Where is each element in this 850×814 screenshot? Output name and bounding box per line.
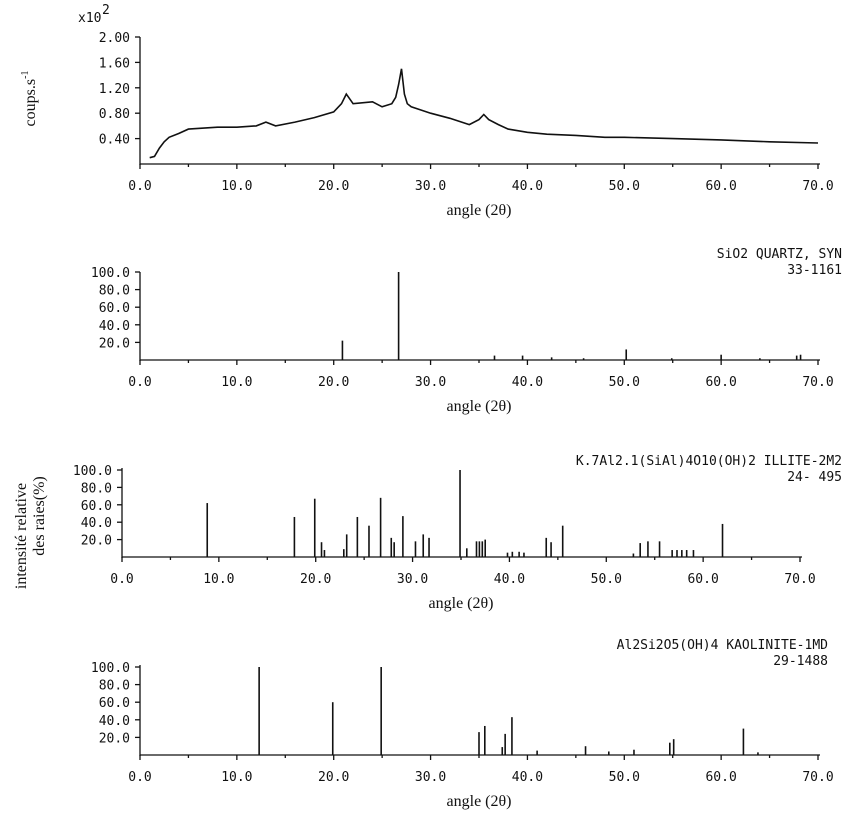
card-number: 33-1161	[787, 263, 842, 278]
y-tick-label: 1.60	[99, 56, 130, 71]
y-multiplier-label: x10	[78, 11, 101, 26]
x-tick-label: 20.0	[318, 179, 349, 194]
card-number: 29-1488	[773, 654, 828, 669]
panel-3: 0.0 10.0 20.0 30.0 40.0 50.0 60.0 70.0 20.0 40.0 6…	[73, 454, 842, 612]
y-tick-label: 2.00	[99, 31, 130, 46]
phase-name: SiO2 QUARTZ, SYN	[717, 247, 842, 262]
x-tick-label: 20.0	[318, 770, 349, 785]
y-tick-label: 40.0	[99, 319, 130, 334]
x-tick-label: 10.0	[221, 179, 252, 194]
x-tick-label: 10.0	[221, 375, 252, 390]
x-tick-label: 30.0	[415, 375, 446, 390]
x-tick-label: 40.0	[512, 770, 543, 785]
y-tick-label: 40.0	[99, 714, 130, 729]
x-axis-label: angle (2θ)	[447, 398, 512, 415]
panel-2: 0.0 10.0 20.0 30.0 40.0 50.0 60.0 70.0 20.0 40.0 6…	[91, 247, 842, 415]
y-tick-label: 20.0	[81, 534, 112, 549]
x-tick-label: 60.0	[705, 770, 736, 785]
x-tick-label: 50.0	[609, 179, 640, 194]
shared-ylabel-line1: intensité relative	[13, 483, 30, 589]
x-tick-label: 0.0	[128, 770, 151, 785]
y-axis-label: coups.s-1	[20, 71, 39, 127]
x-tick-label: 0.0	[128, 375, 151, 390]
x-tick-label: 60.0	[705, 179, 736, 194]
y-tick-label: 20.0	[99, 336, 130, 351]
y-tick-label: 100.0	[91, 661, 130, 676]
y-tick-label: 80.0	[99, 679, 130, 694]
y-tick-label: 0.40	[99, 133, 130, 148]
y-tick-label: 80.0	[81, 481, 112, 496]
y-tick-label: 0.80	[99, 107, 130, 122]
phase-name: Al2Si2O5(OH)4 KAOLINITE-1MD	[617, 638, 828, 653]
card-number: 24- 495	[787, 470, 842, 485]
x-tick-label: 50.0	[609, 770, 640, 785]
x-tick-label: 10.0	[203, 572, 234, 587]
y-tick-label: 40.0	[81, 516, 112, 531]
x-tick-label: 30.0	[397, 572, 428, 587]
y-tick-label: 20.0	[99, 731, 130, 746]
y-tick-label: 100.0	[73, 464, 112, 479]
x-axis-label: angle (2θ)	[447, 793, 512, 810]
panel-4: 0.0 10.0 20.0 30.0 40.0 50.0 60.0 70.0 20.0 40.0 6…	[91, 638, 834, 810]
x-axis-label: angle (2θ)	[429, 595, 494, 612]
y-tick-label: 80.0	[99, 284, 130, 299]
x-axis-label: angle (2θ)	[447, 202, 512, 219]
y-multiplier-exponent: 2	[102, 3, 110, 18]
phase-name: K.7Al2.1(SiAl)4O10(OH)2 ILLITE-2M2	[576, 454, 842, 469]
shared-ylabel-line2: des raies(%)	[31, 476, 48, 556]
y-tick-label: 100.0	[91, 266, 130, 281]
x-tick-label: 60.0	[705, 375, 736, 390]
x-tick-label: 50.0	[609, 375, 640, 390]
x-tick-label: 70.0	[802, 770, 833, 785]
x-tick-label: 40.0	[494, 572, 525, 587]
x-tick-label: 40.0	[512, 375, 543, 390]
y-tick-label: 60.0	[99, 696, 130, 711]
x-tick-label: 30.0	[415, 179, 446, 194]
x-tick-label: 0.0	[128, 179, 151, 194]
x-tick-label: 70.0	[784, 572, 815, 587]
panels: 0.0 10.0 20.0 30.0 40.0 50.0 60.0 70.00.400.801…	[20, 3, 842, 810]
panel-1: 0.0 10.0 20.0 30.0 40.0 50.0 60.0 70.0 0.40 0.80 1…	[20, 3, 834, 219]
x-tick-label: 0.0	[110, 572, 133, 587]
x-tick-label: 10.0	[221, 770, 252, 785]
y-tick-label: 1.20	[99, 82, 130, 97]
y-tick-label: 60.0	[99, 301, 130, 316]
y-tick-label: 60.0	[81, 499, 112, 514]
x-tick-label: 70.0	[802, 179, 833, 194]
x-tick-label: 20.0	[300, 572, 331, 587]
x-tick-label: 70.0	[802, 375, 833, 390]
x-tick-label: 50.0	[591, 572, 622, 587]
x-tick-label: 20.0	[318, 375, 349, 390]
x-tick-label: 40.0	[512, 179, 543, 194]
series-line-1	[149, 68, 819, 159]
x-tick-label: 60.0	[687, 572, 718, 587]
y-axis-label-superscript: -1	[20, 71, 31, 79]
x-tick-label: 30.0	[415, 770, 446, 785]
